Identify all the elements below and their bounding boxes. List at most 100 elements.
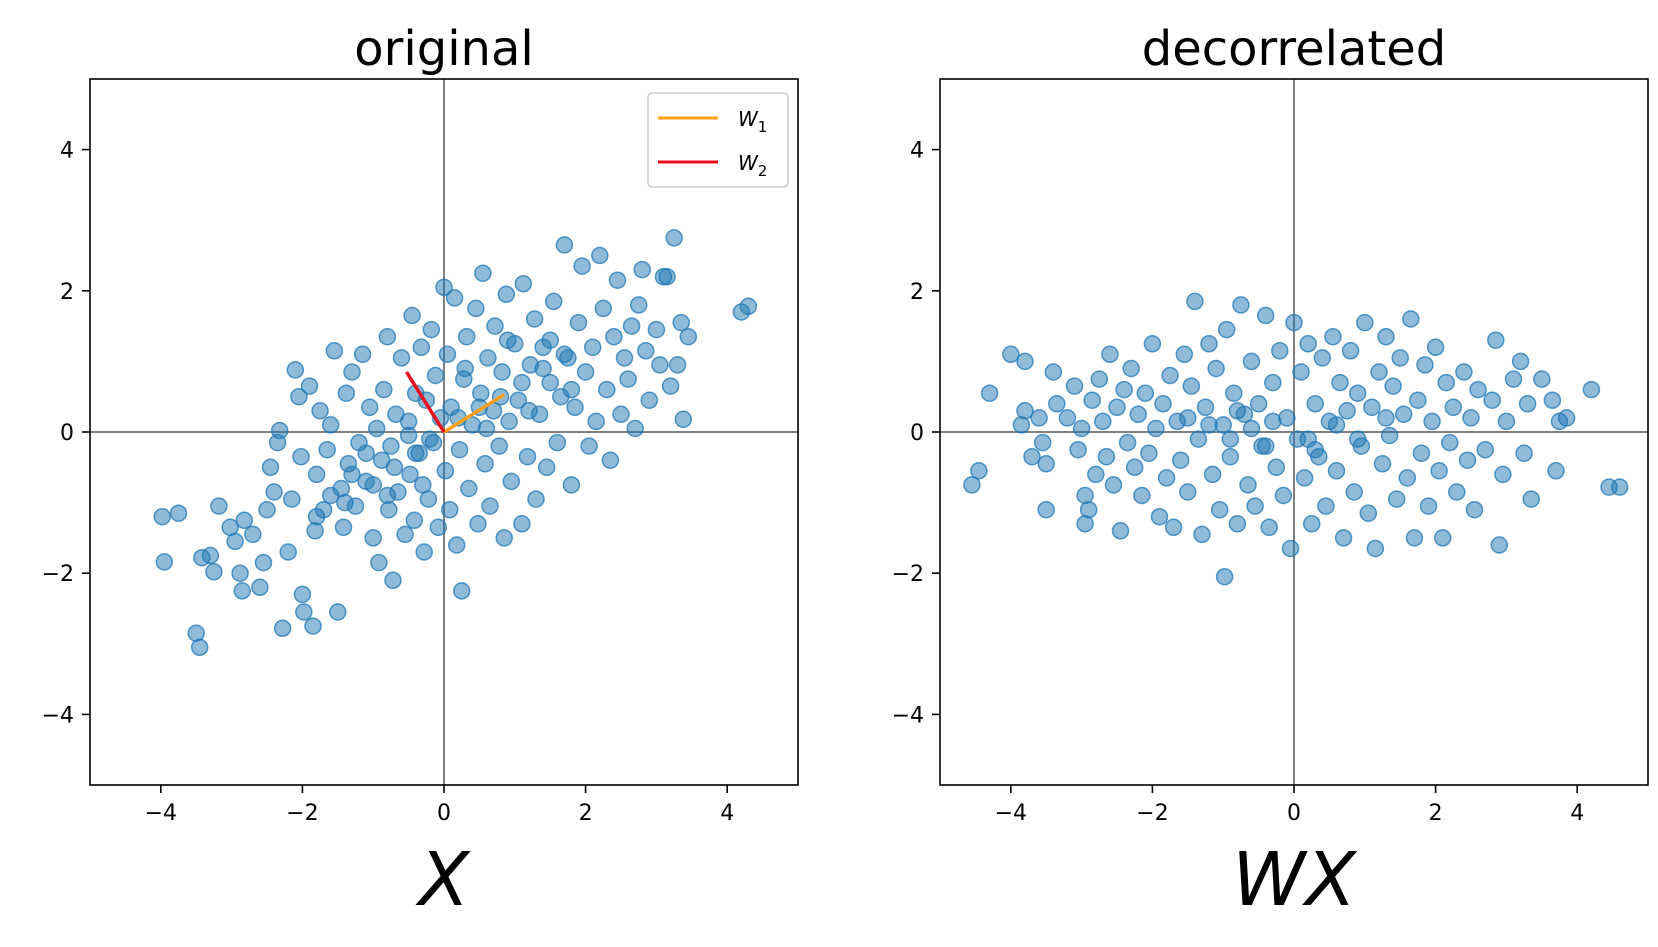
y-tick-label: 4 bbox=[910, 139, 924, 164]
data-point bbox=[1533, 370, 1551, 388]
data-point bbox=[421, 430, 439, 448]
data-point bbox=[290, 387, 308, 406]
data-point bbox=[591, 246, 609, 265]
data-point bbox=[1264, 373, 1282, 392]
data-point bbox=[283, 490, 301, 508]
data-point bbox=[1225, 384, 1243, 402]
y-tick-label: −2 bbox=[42, 562, 74, 587]
data-point bbox=[329, 603, 347, 621]
data-point bbox=[1370, 363, 1388, 381]
data-point bbox=[360, 398, 379, 417]
data-point bbox=[1341, 342, 1360, 360]
data-point bbox=[1207, 359, 1225, 378]
x-tick-label: 4 bbox=[720, 801, 734, 826]
data-point bbox=[1504, 370, 1523, 388]
data-point bbox=[1023, 447, 1041, 466]
data-point bbox=[640, 391, 659, 409]
data-point bbox=[261, 458, 280, 477]
data-point bbox=[474, 264, 492, 282]
scatter-plot-decorrelated: decorrelated WX −4 −2 0 2 4 −4 −2 0 2 4 bbox=[892, 21, 1649, 923]
data-point bbox=[1072, 419, 1091, 438]
data-point bbox=[307, 465, 326, 484]
data-point bbox=[1076, 486, 1094, 505]
data-point bbox=[518, 447, 537, 466]
data-point bbox=[514, 274, 533, 293]
data-point bbox=[1391, 349, 1409, 367]
data-point bbox=[1203, 465, 1222, 484]
data-point bbox=[1097, 447, 1116, 466]
data-point bbox=[1518, 395, 1537, 413]
data-point bbox=[1129, 405, 1147, 424]
data-point bbox=[1490, 536, 1509, 554]
data-point bbox=[1405, 529, 1424, 547]
data-point bbox=[1469, 380, 1487, 399]
data-point bbox=[406, 444, 425, 462]
data-point bbox=[509, 391, 528, 409]
data-point bbox=[385, 458, 404, 477]
y-tick-label: −2 bbox=[892, 562, 924, 587]
data-point bbox=[1437, 373, 1455, 392]
data-point bbox=[1133, 486, 1151, 505]
data-point bbox=[668, 356, 687, 374]
data-point bbox=[1179, 409, 1197, 427]
y-tick-label: 4 bbox=[60, 139, 74, 164]
data-point bbox=[497, 285, 516, 304]
data-point bbox=[367, 419, 386, 438]
data-point bbox=[1476, 440, 1494, 459]
data-point bbox=[226, 532, 244, 551]
data-point bbox=[1285, 313, 1303, 332]
x-axis-label: WX bbox=[1232, 837, 1358, 923]
data-point bbox=[605, 327, 623, 346]
data-point bbox=[583, 338, 602, 357]
data-point bbox=[1317, 497, 1335, 515]
data-point bbox=[1398, 469, 1417, 487]
data-point bbox=[513, 515, 531, 533]
data-point bbox=[1264, 412, 1282, 431]
data-point bbox=[1462, 409, 1480, 427]
data-point bbox=[1147, 419, 1165, 438]
data-point bbox=[1101, 345, 1119, 364]
data-point bbox=[1348, 430, 1367, 448]
data-point bbox=[401, 465, 419, 484]
data-point bbox=[513, 373, 531, 392]
data-point bbox=[426, 366, 445, 385]
data-point bbox=[1409, 391, 1427, 409]
data-point bbox=[1441, 433, 1459, 452]
plot-title: decorrelated bbox=[1142, 21, 1446, 77]
data-point bbox=[970, 462, 988, 480]
data-point bbox=[1048, 395, 1066, 413]
data-point bbox=[378, 486, 397, 505]
data-point bbox=[1267, 458, 1286, 477]
data-point bbox=[450, 440, 469, 459]
y-tick-label: 0 bbox=[60, 421, 74, 446]
data-point bbox=[1030, 409, 1048, 427]
data-point bbox=[619, 370, 637, 388]
data-point bbox=[647, 320, 666, 339]
data-point bbox=[1200, 416, 1218, 434]
data-point bbox=[1299, 335, 1317, 353]
vector-w2 bbox=[404, 371, 446, 433]
data-point bbox=[435, 278, 453, 297]
data-point bbox=[343, 465, 361, 484]
data-point bbox=[527, 490, 545, 508]
x-tick-label: −4 bbox=[995, 801, 1027, 826]
data-point bbox=[1087, 465, 1105, 484]
data-point bbox=[1079, 500, 1098, 519]
data-point bbox=[1487, 331, 1505, 349]
data-point bbox=[325, 342, 344, 360]
data-point bbox=[321, 416, 340, 434]
data-point bbox=[304, 617, 322, 635]
data-point bbox=[576, 363, 595, 381]
x-tick-label: 2 bbox=[1429, 801, 1443, 826]
x-axis-label: X bbox=[415, 837, 472, 923]
data-point bbox=[403, 306, 421, 325]
data-point bbox=[534, 359, 552, 378]
data-point bbox=[1200, 335, 1218, 353]
data-point bbox=[1256, 306, 1275, 325]
data-point bbox=[651, 356, 669, 374]
data-point bbox=[357, 444, 375, 462]
data-point bbox=[493, 363, 511, 381]
data-point bbox=[1610, 478, 1629, 496]
data-point bbox=[1065, 377, 1084, 395]
data-point bbox=[460, 479, 478, 498]
